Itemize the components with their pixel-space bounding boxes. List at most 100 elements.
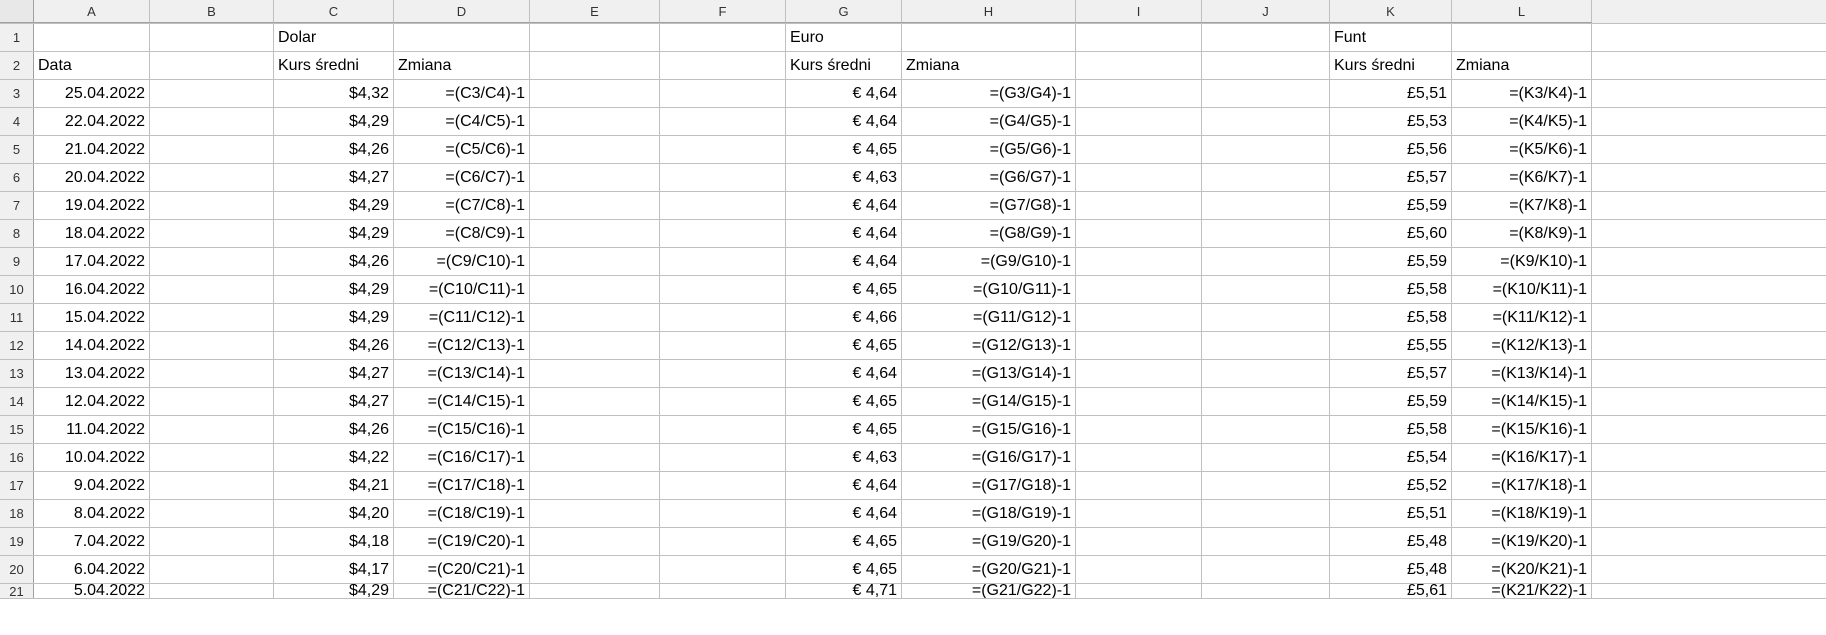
row-header-12[interactable]: 12 bbox=[0, 332, 34, 359]
cell-A15[interactable]: 11.04.2022 bbox=[34, 416, 150, 443]
col-header-G[interactable]: G bbox=[786, 0, 902, 23]
cell-H1[interactable] bbox=[902, 24, 1076, 51]
cell-G16[interactable]: € 4,63 bbox=[786, 444, 902, 471]
cell-E4[interactable] bbox=[530, 108, 660, 135]
row-header-1[interactable]: 1 bbox=[0, 24, 34, 51]
cell-F13[interactable] bbox=[660, 360, 786, 387]
cell-L14[interactable]: =(K14/K15)-1 bbox=[1452, 388, 1592, 415]
cell-L16[interactable]: =(K16/K17)-1 bbox=[1452, 444, 1592, 471]
cell-D15[interactable]: =(C15/C16)-1 bbox=[394, 416, 530, 443]
cell-B5[interactable] bbox=[150, 136, 274, 163]
cell-I4[interactable] bbox=[1076, 108, 1202, 135]
cell-I21[interactable] bbox=[1076, 584, 1202, 598]
cell-I9[interactable] bbox=[1076, 248, 1202, 275]
cell-F18[interactable] bbox=[660, 500, 786, 527]
cell-B7[interactable] bbox=[150, 192, 274, 219]
cell-C20[interactable]: $4,17 bbox=[274, 556, 394, 583]
cell-C10[interactable]: $4,29 bbox=[274, 276, 394, 303]
col-header-F[interactable]: F bbox=[660, 0, 786, 23]
cell-I14[interactable] bbox=[1076, 388, 1202, 415]
cell-B6[interactable] bbox=[150, 164, 274, 191]
cell-E17[interactable] bbox=[530, 472, 660, 499]
cell-H17[interactable]: =(G17/G18)-1 bbox=[902, 472, 1076, 499]
cell-D18[interactable]: =(C18/C19)-1 bbox=[394, 500, 530, 527]
cell-K13[interactable]: £5,57 bbox=[1330, 360, 1452, 387]
cell-I19[interactable] bbox=[1076, 528, 1202, 555]
cell-J2[interactable] bbox=[1202, 52, 1330, 79]
cell-K18[interactable]: £5,51 bbox=[1330, 500, 1452, 527]
cell-A12[interactable]: 14.04.2022 bbox=[34, 332, 150, 359]
row-header-3[interactable]: 3 bbox=[0, 80, 34, 107]
cell-L15[interactable]: =(K15/K16)-1 bbox=[1452, 416, 1592, 443]
cell-D7[interactable]: =(C7/C8)-1 bbox=[394, 192, 530, 219]
row-header-7[interactable]: 7 bbox=[0, 192, 34, 219]
cell-J5[interactable] bbox=[1202, 136, 1330, 163]
cell-F19[interactable] bbox=[660, 528, 786, 555]
cell-B9[interactable] bbox=[150, 248, 274, 275]
col-header-L[interactable]: L bbox=[1452, 0, 1592, 23]
cell-H11[interactable]: =(G11/G12)-1 bbox=[902, 304, 1076, 331]
row-header-10[interactable]: 10 bbox=[0, 276, 34, 303]
cell-H6[interactable]: =(G6/G7)-1 bbox=[902, 164, 1076, 191]
cell-G9[interactable]: € 4,64 bbox=[786, 248, 902, 275]
col-header-B[interactable]: B bbox=[150, 0, 274, 23]
cell-C19[interactable]: $4,18 bbox=[274, 528, 394, 555]
cell-J12[interactable] bbox=[1202, 332, 1330, 359]
row-header-20[interactable]: 20 bbox=[0, 556, 34, 583]
cell-L1[interactable] bbox=[1452, 24, 1592, 51]
cell-K17[interactable]: £5,52 bbox=[1330, 472, 1452, 499]
cell-D3[interactable]: =(C3/C4)-1 bbox=[394, 80, 530, 107]
cell-C4[interactable]: $4,29 bbox=[274, 108, 394, 135]
cell-L5[interactable]: =(K5/K6)-1 bbox=[1452, 136, 1592, 163]
cell-L13[interactable]: =(K13/K14)-1 bbox=[1452, 360, 1592, 387]
cell-F12[interactable] bbox=[660, 332, 786, 359]
cell-J18[interactable] bbox=[1202, 500, 1330, 527]
cell-G15[interactable]: € 4,65 bbox=[786, 416, 902, 443]
cell-C8[interactable]: $4,29 bbox=[274, 220, 394, 247]
cell-D8[interactable]: =(C8/C9)-1 bbox=[394, 220, 530, 247]
cell-E3[interactable] bbox=[530, 80, 660, 107]
cell-I7[interactable] bbox=[1076, 192, 1202, 219]
cell-C3[interactable]: $4,32 bbox=[274, 80, 394, 107]
col-header-H[interactable]: H bbox=[902, 0, 1076, 23]
cell-G17[interactable]: € 4,64 bbox=[786, 472, 902, 499]
cell-D5[interactable]: =(C5/C6)-1 bbox=[394, 136, 530, 163]
cell-I17[interactable] bbox=[1076, 472, 1202, 499]
cell-A8[interactable]: 18.04.2022 bbox=[34, 220, 150, 247]
cell-D10[interactable]: =(C10/C11)-1 bbox=[394, 276, 530, 303]
cell-A10[interactable]: 16.04.2022 bbox=[34, 276, 150, 303]
cell-B10[interactable] bbox=[150, 276, 274, 303]
cell-G7[interactable]: € 4,64 bbox=[786, 192, 902, 219]
cell-D9[interactable]: =(C9/C10)-1 bbox=[394, 248, 530, 275]
cell-E12[interactable] bbox=[530, 332, 660, 359]
cell-E14[interactable] bbox=[530, 388, 660, 415]
row-header-16[interactable]: 16 bbox=[0, 444, 34, 471]
cell-A13[interactable]: 13.04.2022 bbox=[34, 360, 150, 387]
row-header-17[interactable]: 17 bbox=[0, 472, 34, 499]
cell-E8[interactable] bbox=[530, 220, 660, 247]
cell-L8[interactable]: =(K8/K9)-1 bbox=[1452, 220, 1592, 247]
cell-L18[interactable]: =(K18/K19)-1 bbox=[1452, 500, 1592, 527]
row-header-21[interactable]: 21 bbox=[0, 584, 34, 598]
row-header-4[interactable]: 4 bbox=[0, 108, 34, 135]
cell-L10[interactable]: =(K10/K11)-1 bbox=[1452, 276, 1592, 303]
cell-C21[interactable]: $4,29 bbox=[274, 584, 394, 598]
row-header-5[interactable]: 5 bbox=[0, 136, 34, 163]
cell-C5[interactable]: $4,26 bbox=[274, 136, 394, 163]
cell-H19[interactable]: =(G19/G20)-1 bbox=[902, 528, 1076, 555]
cell-B21[interactable] bbox=[150, 584, 274, 598]
cell-F14[interactable] bbox=[660, 388, 786, 415]
row-header-8[interactable]: 8 bbox=[0, 220, 34, 247]
cell-J16[interactable] bbox=[1202, 444, 1330, 471]
cell-B17[interactable] bbox=[150, 472, 274, 499]
cell-G11[interactable]: € 4,66 bbox=[786, 304, 902, 331]
cell-H15[interactable]: =(G15/G16)-1 bbox=[902, 416, 1076, 443]
cell-A16[interactable]: 10.04.2022 bbox=[34, 444, 150, 471]
cell-K19[interactable]: £5,48 bbox=[1330, 528, 1452, 555]
cell-K10[interactable]: £5,58 bbox=[1330, 276, 1452, 303]
cell-F7[interactable] bbox=[660, 192, 786, 219]
cell-K2[interactable]: Kurs średni bbox=[1330, 52, 1452, 79]
cell-G6[interactable]: € 4,63 bbox=[786, 164, 902, 191]
cell-I8[interactable] bbox=[1076, 220, 1202, 247]
cell-E6[interactable] bbox=[530, 164, 660, 191]
